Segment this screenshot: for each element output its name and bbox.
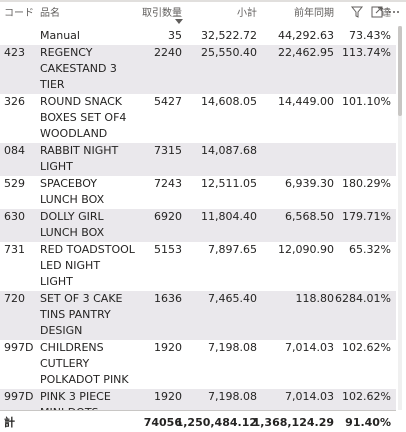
table-cell: SET OF 3 CAKE TINS PANTRY DESIGN	[40, 292, 123, 337]
table-cell: 084	[4, 144, 25, 157]
table-cell: 22,462.95	[278, 46, 334, 59]
total-cell: 1,250,484.12	[175, 416, 257, 429]
column-header: 品名	[40, 8, 60, 19]
scroll-thumb[interactable]	[398, 26, 402, 116]
table-cell: REGENCY CAKESTAND 3 TIER	[40, 46, 117, 91]
table-cell: 731	[4, 243, 25, 256]
scrollbar[interactable]	[398, 26, 402, 410]
table-cell: 2240	[154, 46, 182, 59]
table-cell: 14,087.68	[201, 144, 257, 157]
table-row: 997D CHILDRENS CUTLERY POLKADOT PINK 1920 7…	[0, 340, 396, 389]
table-cell: 5153	[154, 243, 182, 256]
table-cell: RABBIT NIGHT LIGHT	[40, 144, 119, 173]
table-cell: RED TOADSTOOL LED NIGHT LIGHT	[40, 243, 135, 288]
table-row: 731 RED TOADSTOOL LED NIGHT LIGHT 5153 7,89…	[0, 242, 396, 291]
column-header: 前年同期	[294, 8, 334, 19]
table-cell: DOLLY GIRL LUNCH BOX	[40, 210, 105, 239]
table-cell: 997D	[4, 341, 34, 354]
table-row: 529 SPACEBOY LUNCH BOX 7243 12,511.05 6,939.…	[0, 176, 396, 209]
table-cell: 6,568.50	[285, 210, 334, 223]
table-cell: 102.62%	[342, 341, 391, 354]
table-cell: 12,511.05	[201, 177, 257, 190]
table-cell: 529	[4, 177, 25, 190]
table-cell: 14,449.00	[278, 95, 334, 108]
table-cell: 6,939.30	[285, 177, 334, 190]
table-cell: 14,608.05	[201, 95, 257, 108]
total-row: 計 74056 1,250,484.12 1,368,124.29 91.40%	[0, 410, 396, 432]
column-header: 達	[381, 8, 391, 19]
table-cell: 6284.01%	[335, 292, 391, 305]
table-cell: 326	[4, 95, 25, 108]
visual-icons[interactable]	[350, 6, 402, 18]
column-header: コード	[4, 8, 34, 19]
sort-arrow[interactable]	[175, 19, 183, 24]
table-cell: 113.74%	[342, 46, 391, 59]
table-row: 084 RABBIT NIGHT LIGHT 7315 14,087.68	[0, 143, 396, 176]
table-row: Manual 35 32,522.72 44,292.63 73.43%	[0, 28, 396, 45]
table-cell: 7,198.08	[208, 341, 257, 354]
table-cell: PINK 3 PIECE MINI DOTS CUTLERY SET	[40, 390, 111, 410]
table-cell: 6920	[154, 210, 182, 223]
table-cell: 630	[4, 210, 25, 223]
table-cell: 5427	[154, 95, 182, 108]
table-body: Manual 35 32,522.72 44,292.63 73.43% 423 REGEN…	[0, 28, 396, 410]
column-header: 小計	[237, 8, 257, 19]
table-row: 326 ROUND SNACK BOXES SET OF4 WOODLAND 542…	[0, 94, 396, 143]
table-cell: 12,090.90	[278, 243, 334, 256]
column-header: 取引数量	[142, 8, 182, 19]
table-cell: 7243	[154, 177, 182, 190]
table-cell: 7,465.40	[208, 292, 257, 305]
table-cell: 423	[4, 46, 25, 59]
table-row: 423 REGENCY CAKESTAND 3 TIER 2240 25,550.40…	[0, 45, 396, 94]
table-cell: 44,292.63	[278, 29, 334, 42]
total-cell: 1,368,124.29	[252, 416, 334, 429]
table-cell: CHILDRENS CUTLERY POLKADOT PINK	[40, 341, 129, 386]
table-cell: ROUND SNACK BOXES SET OF4 WOODLAND	[40, 95, 127, 140]
total-cell: 計	[4, 416, 15, 429]
top-border	[0, 0, 406, 2]
table-cell: 7,897.65	[208, 243, 257, 256]
table-cell: 7315	[154, 144, 182, 157]
total-cell: 74056	[143, 416, 182, 429]
table-cell: Manual	[40, 29, 80, 42]
table-cell: 720	[4, 292, 25, 305]
table-cell: 7,014.03	[285, 341, 334, 354]
table-cell: 180.29%	[342, 177, 391, 190]
table-row: 630 DOLLY GIRL LUNCH BOX 6920 11,804.40 6,56…	[0, 209, 396, 242]
table-cell: 118.80	[295, 292, 335, 305]
table-row: 720 SET OF 3 CAKE TINS PANTRY DESIGN 1636 7…	[0, 291, 396, 340]
table-cell: 7,014.03	[285, 390, 334, 403]
table-cell: 35	[168, 29, 182, 42]
table-cell: 997D	[4, 390, 34, 403]
table-cell: 1920	[154, 341, 182, 354]
table-row: 997D PINK 3 PIECE MINI DOTS CUTLERY SET 19…	[0, 389, 396, 410]
table-cell: 11,804.40	[201, 210, 257, 223]
table-cell: SPACEBOY LUNCH BOX	[40, 177, 105, 206]
table-cell: 32,522.72	[201, 29, 257, 42]
table-cell: 1920	[154, 390, 182, 403]
table-cell: 101.10%	[342, 95, 391, 108]
table-cell: 179.71%	[342, 210, 391, 223]
table-cell: 25,550.40	[201, 46, 257, 59]
table-cell: 73.43%	[349, 29, 391, 42]
table-cell: 102.62%	[342, 390, 391, 403]
table-cell: 1636	[154, 292, 182, 305]
table-cell: 7,198.08	[208, 390, 257, 403]
table-cell: 65.32%	[349, 243, 391, 256]
header-row: コード 品名 取引数量 小計 前年同期 達	[0, 6, 396, 26]
total-cell: 91.40%	[345, 416, 391, 429]
